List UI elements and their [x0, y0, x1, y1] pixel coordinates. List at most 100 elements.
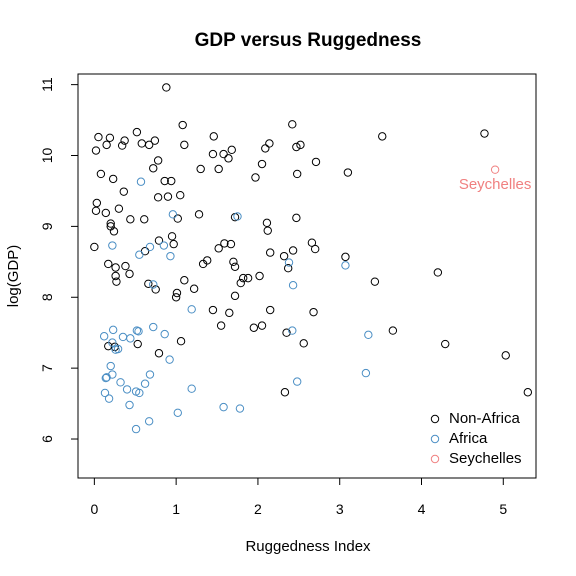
africa-point — [140, 379, 150, 388]
africa-point — [134, 327, 143, 336]
non-africa-point — [109, 227, 119, 236]
y-tick-label: 9 — [39, 222, 55, 230]
africa-point — [341, 261, 350, 270]
non-africa-point — [236, 278, 245, 288]
non-africa-point — [261, 144, 270, 153]
legend-label-africa: Africa — [449, 430, 488, 447]
x-tick-label: 2 — [254, 501, 262, 517]
non-africa-point — [208, 305, 218, 315]
non-africa-point — [162, 83, 171, 92]
africa-point — [173, 408, 182, 417]
non-africa-point — [149, 164, 158, 173]
non-africa-point — [153, 193, 163, 202]
non-africa-point — [106, 219, 115, 228]
non-africa-point — [119, 187, 129, 196]
non-africa-point — [283, 264, 293, 273]
non-africa-point — [220, 239, 229, 248]
non-africa-point — [160, 176, 169, 186]
africa-point — [149, 322, 158, 332]
x-tick-label: 1 — [172, 501, 180, 517]
y-axis-label: log(GDP) — [5, 245, 22, 308]
y-axis: 6 7 8 9 10 11 — [39, 77, 79, 443]
non-africa-point — [501, 351, 510, 360]
non-africa-point — [126, 215, 135, 224]
chart-title: GDP versus Ruggedness — [195, 30, 422, 51]
non-africa-point — [154, 349, 164, 358]
legend-label-non-africa: Non-Africa — [449, 410, 521, 427]
africa-point — [116, 378, 125, 387]
non-africa-point — [167, 176, 176, 186]
africa-point — [108, 325, 118, 335]
non-africa-point — [144, 279, 153, 288]
africa-point — [135, 250, 144, 259]
non-africa-point — [176, 191, 185, 200]
x-tick-label: 5 — [499, 501, 507, 517]
non-africa-point — [171, 293, 181, 302]
africa-point — [145, 242, 155, 252]
non-africa-point — [208, 149, 218, 159]
africa-point — [102, 373, 111, 382]
non-africa-point — [279, 251, 289, 261]
legend-marker-africa — [430, 434, 440, 444]
annotations: Seychelles — [459, 176, 532, 193]
non-africa-point — [226, 239, 236, 249]
non-africa-point — [120, 136, 129, 145]
africa-point — [284, 258, 294, 267]
non-africa-point — [153, 156, 163, 165]
africa-point — [131, 424, 141, 434]
non-africa-point — [137, 139, 146, 148]
non-africa-point — [280, 388, 290, 397]
data-points — [90, 83, 533, 434]
non-africa-point — [196, 164, 205, 174]
africa-point — [100, 388, 110, 398]
non-africa-point — [189, 284, 199, 293]
non-africa-point — [140, 215, 149, 224]
non-africa-point — [209, 132, 218, 141]
non-africa-point — [230, 262, 240, 271]
non-africa-point — [433, 268, 443, 277]
non-africa-point — [163, 192, 173, 201]
x-tick-label: 3 — [336, 501, 344, 517]
non-africa-point — [180, 140, 189, 150]
non-africa-point — [229, 257, 238, 267]
non-africa-point — [239, 273, 248, 283]
non-africa-point — [307, 238, 317, 247]
non-africa-point — [102, 140, 111, 150]
non-africa-point — [176, 337, 186, 346]
non-africa-point — [167, 232, 177, 241]
non-africa-point — [480, 129, 489, 138]
africa-point — [160, 329, 169, 339]
africa-point — [166, 251, 175, 261]
non-africa-point — [441, 339, 450, 349]
africa-point — [99, 332, 109, 341]
non-africa-point — [257, 159, 267, 169]
africa-point — [106, 361, 115, 371]
non-africa-point — [121, 261, 130, 271]
non-africa-point — [310, 244, 320, 254]
non-africa-point — [117, 141, 127, 150]
africa-point — [219, 402, 228, 412]
x-axis-label: Ruggedness Index — [245, 538, 371, 555]
non-africa-point — [292, 169, 302, 179]
africa-point — [108, 241, 117, 250]
africa-point — [292, 377, 302, 386]
non-africa-point — [251, 173, 260, 182]
africa-point — [135, 388, 144, 398]
non-africa-point — [101, 208, 111, 218]
non-africa-point — [296, 140, 305, 150]
non-africa-point — [388, 326, 398, 335]
africa-point — [118, 332, 128, 342]
africa-point — [288, 281, 298, 290]
non-africa-point — [265, 305, 275, 315]
non-africa-point — [90, 242, 99, 252]
non-africa-point — [92, 198, 102, 208]
non-africa-point — [91, 146, 101, 155]
non-africa-point — [288, 246, 298, 255]
non-africa-point — [341, 252, 350, 262]
non-africa-point — [194, 210, 204, 219]
legend-marker-seychelles — [430, 454, 440, 464]
non-africa-point — [144, 140, 154, 150]
non-africa-point — [343, 168, 353, 177]
non-africa-point — [150, 136, 160, 145]
africa-point — [125, 400, 134, 410]
